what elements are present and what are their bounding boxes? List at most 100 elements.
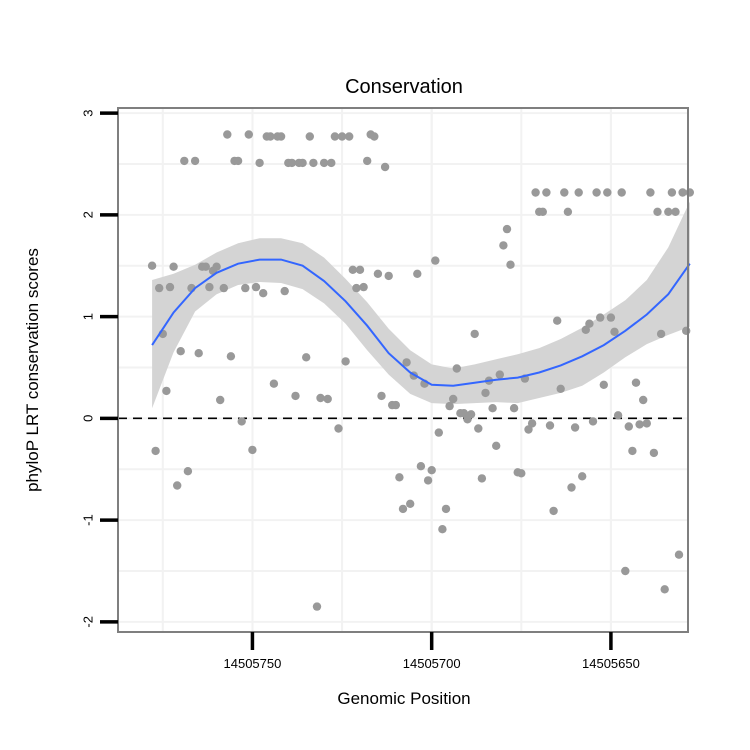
data-point [578, 472, 587, 481]
data-point [173, 481, 182, 490]
data-point [327, 158, 336, 168]
data-point [190, 156, 200, 166]
data-point [341, 357, 350, 366]
data-point [402, 358, 411, 367]
data-point [269, 379, 279, 388]
y-tick-label: 0 [81, 415, 96, 422]
data-point [531, 188, 540, 197]
y-tick-label: -1 [81, 514, 96, 526]
data-point [506, 260, 515, 269]
chart-title: Conservation [345, 76, 463, 98]
data-point [542, 188, 551, 197]
data-point [596, 313, 605, 322]
data-point [560, 188, 569, 197]
data-point [266, 132, 275, 141]
data-point [226, 352, 236, 361]
data-point [553, 316, 562, 325]
data-point [431, 256, 440, 265]
y-tick-label: -2 [81, 616, 96, 628]
data-point [377, 391, 386, 401]
data-point [169, 262, 178, 271]
data-point [621, 566, 630, 576]
data-point [470, 329, 479, 339]
data-point [201, 262, 210, 271]
data-point [276, 132, 286, 141]
data-point [678, 188, 687, 197]
data-point [445, 401, 454, 411]
data-point [606, 313, 616, 322]
data-point [660, 585, 669, 594]
data-point [499, 241, 508, 250]
data-point [563, 207, 573, 216]
data-point [477, 474, 487, 483]
data-point [287, 158, 297, 168]
data-point [635, 420, 644, 429]
x-axis-title: Genomic Position [337, 689, 470, 708]
y-tick-label: 3 [81, 109, 96, 116]
data-point [452, 364, 461, 373]
data-point [474, 424, 483, 433]
data-point [492, 441, 501, 450]
data-point [664, 207, 673, 216]
data-point [155, 283, 164, 293]
data-point [348, 265, 357, 274]
data-point [302, 353, 311, 362]
data-point [642, 419, 651, 428]
data-point [223, 130, 232, 139]
data-point [545, 421, 555, 430]
data-point [219, 283, 228, 293]
data-point [613, 411, 623, 420]
data-point [255, 158, 264, 168]
data-point [147, 261, 157, 270]
data-point [656, 329, 666, 339]
data-point [610, 327, 619, 336]
data-point [438, 525, 447, 534]
data-point [653, 207, 662, 216]
data-point [165, 282, 175, 292]
x-tick-label: 14505700 [403, 656, 461, 671]
data-point [151, 446, 160, 456]
data-point [298, 158, 307, 168]
data-point [488, 404, 497, 413]
data-point [495, 370, 504, 379]
data-point [176, 347, 185, 356]
data-point [628, 446, 637, 456]
data-point [241, 283, 250, 293]
data-point [538, 207, 547, 216]
data-point [380, 162, 390, 172]
data-point [391, 400, 400, 410]
data-point [305, 132, 314, 141]
data-point [617, 188, 626, 197]
data-point [517, 469, 526, 478]
y-tick-label: 1 [81, 313, 96, 320]
data-point [585, 319, 594, 328]
data-point [180, 156, 189, 166]
data-point [524, 425, 533, 434]
data-point [434, 428, 443, 437]
smooth-curve-layer [151, 258, 691, 387]
data-point [345, 132, 354, 141]
data-point [291, 391, 300, 401]
x-tick-label: 14505750 [224, 656, 282, 671]
data-point [685, 188, 694, 197]
smooth-curve [151, 258, 691, 387]
data-point [330, 132, 340, 141]
data-point [259, 289, 268, 298]
y-tick-label: 2 [81, 211, 96, 218]
data-point [205, 282, 214, 292]
data-point [603, 188, 612, 197]
data-point [427, 466, 436, 475]
data-point [639, 395, 648, 405]
data-point [502, 224, 512, 234]
data-point [574, 188, 583, 197]
data-point [352, 283, 361, 293]
data-point [280, 286, 289, 296]
data-point [441, 504, 451, 514]
data-point [459, 409, 469, 418]
data-point [244, 130, 253, 139]
data-point [395, 473, 404, 482]
data-point [248, 445, 257, 455]
data-point [671, 207, 680, 216]
data-point [194, 349, 203, 358]
